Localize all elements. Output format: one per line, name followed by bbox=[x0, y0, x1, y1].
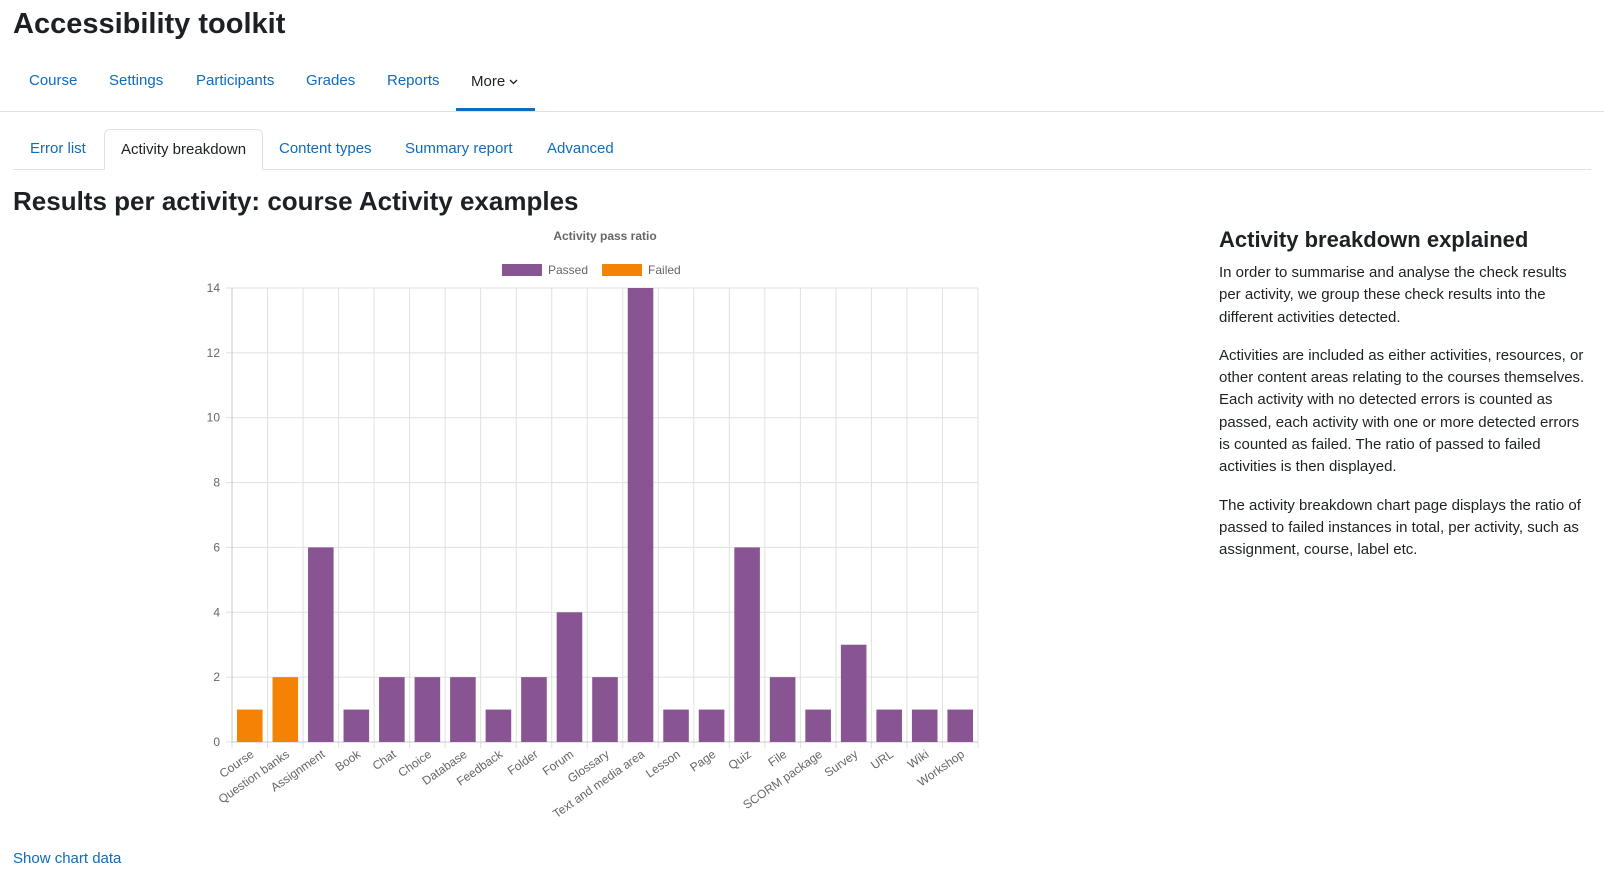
x-tick-label: Quiz bbox=[726, 747, 754, 773]
bar-passed-scorm-package bbox=[805, 709, 831, 742]
bar-passed-wiki bbox=[911, 709, 938, 742]
tab-error-list[interactable]: Error list bbox=[30, 140, 86, 157]
y-tick-label: 6 bbox=[213, 540, 220, 554]
bar-passed-file bbox=[769, 677, 796, 742]
bar-passed-forum bbox=[556, 612, 583, 742]
x-tick-label: Wiki bbox=[905, 747, 932, 771]
bar-passed-url bbox=[876, 709, 902, 742]
bar-passed-choice bbox=[414, 677, 441, 742]
tab-advanced[interactable]: Advanced bbox=[547, 140, 614, 157]
secondary-tabs: Error list Activity breakdown Content ty… bbox=[13, 129, 1591, 170]
legend-swatch-failed bbox=[602, 264, 643, 276]
x-tick-label: Lesson bbox=[643, 747, 683, 781]
tab-activity-breakdown[interactable]: Activity breakdown bbox=[104, 129, 264, 170]
legend-label-failed: Failed bbox=[648, 263, 681, 277]
bar-passed-lesson bbox=[663, 709, 689, 742]
x-tick-label: URL bbox=[868, 747, 896, 772]
bar-passed-glossary bbox=[592, 677, 618, 742]
y-tick-label: 10 bbox=[207, 411, 221, 425]
bar-failed-course bbox=[236, 709, 263, 742]
explanation-paragraph: Activities are included as either activi… bbox=[1219, 346, 1585, 476]
tab-content-types[interactable]: Content types bbox=[279, 140, 372, 157]
legend-swatch-passed bbox=[502, 264, 542, 276]
nav-settings[interactable]: Settings bbox=[109, 72, 164, 89]
nav-course[interactable]: Course bbox=[29, 72, 78, 89]
x-tick-label: Survey bbox=[822, 747, 861, 780]
bar-passed-database bbox=[450, 677, 476, 742]
y-tick-label: 2 bbox=[213, 670, 220, 684]
bar-passed-workshop bbox=[947, 709, 974, 742]
y-tick-label: 12 bbox=[207, 346, 221, 360]
x-tick-label: Book bbox=[333, 746, 364, 774]
y-tick-label: 8 bbox=[213, 476, 220, 490]
results-heading: Results per activity: course Activity ex… bbox=[13, 186, 579, 216]
tab-summary-report[interactable]: Summary report bbox=[405, 140, 513, 157]
chevron-down-icon bbox=[509, 56, 518, 106]
explanation-paragraph: The activity breakdown chart page displa… bbox=[1219, 496, 1581, 559]
bar-failed-question-banks bbox=[272, 677, 299, 742]
legend-label-passed: Passed bbox=[548, 263, 588, 277]
x-tick-label: File bbox=[765, 747, 789, 770]
nav-participants[interactable]: Participants bbox=[196, 72, 275, 89]
bar-passed-book bbox=[343, 709, 370, 742]
x-tick-label: Page bbox=[687, 747, 718, 775]
nav-grades[interactable]: Grades bbox=[306, 72, 356, 89]
y-tick-label: 0 bbox=[213, 735, 220, 749]
bar-passed-survey bbox=[840, 644, 867, 742]
bar-passed-page bbox=[698, 709, 725, 742]
bar-passed-feedback bbox=[485, 709, 512, 742]
primary-navigation: Course Settings Participants Grades Repo… bbox=[0, 56, 1604, 112]
bar-passed-folder bbox=[521, 677, 547, 742]
y-tick-label: 14 bbox=[207, 281, 221, 295]
nav-more-dropdown[interactable]: More bbox=[456, 56, 535, 111]
y-tick-label: 4 bbox=[213, 605, 220, 619]
chart-title: Activity pass ratio bbox=[553, 229, 656, 243]
bar-passed-text-and-media-area bbox=[627, 288, 654, 742]
bar-passed-assignment bbox=[308, 547, 334, 742]
explanation-paragraph: In order to summarise and analyse the ch… bbox=[1219, 264, 1567, 326]
explanation-heading: Activity breakdown explained bbox=[1219, 227, 1529, 252]
nav-reports[interactable]: Reports bbox=[387, 72, 440, 89]
activity-pass-ratio-chart: Activity pass ratio Passed Failed 0 2 4 6 8 10 12… bbox=[207, 229, 979, 821]
nav-more-label: More bbox=[471, 73, 506, 90]
show-chart-data-link[interactable]: Show chart data bbox=[13, 850, 122, 867]
bar-passed-chat bbox=[379, 677, 405, 742]
explanation-panel: Activity breakdown explained In order to… bbox=[1219, 226, 1591, 578]
bar-passed-quiz bbox=[734, 547, 760, 742]
page-title: Accessibility toolkit bbox=[13, 8, 286, 40]
x-tick-label: Folder bbox=[505, 747, 541, 778]
